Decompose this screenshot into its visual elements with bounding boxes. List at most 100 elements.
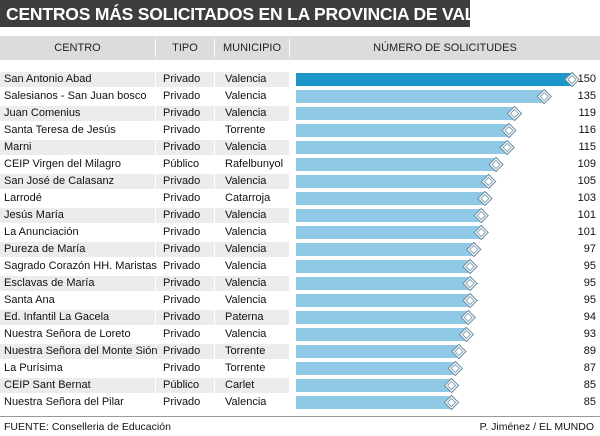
row-tipo: Privado: [163, 362, 201, 374]
row-centro: Nuestra Señora del Monte Sión: [4, 345, 158, 357]
bar-end-marker: [462, 258, 478, 275]
row-value-label: 95: [583, 294, 596, 306]
row-centro: Nuestra Señora de Loreto: [4, 328, 131, 340]
bar: [296, 277, 473, 290]
row-tipo: Privado: [163, 209, 201, 221]
row-value-label: 94: [583, 311, 596, 323]
bar: [296, 175, 491, 188]
row-cell-background: [156, 242, 214, 257]
row-municipio: Torrente: [225, 345, 266, 357]
row-value-label: 97: [583, 243, 596, 255]
row-centro: Juan Comenius: [4, 107, 81, 119]
bar-end-marker: [458, 326, 475, 343]
row-municipio: Torrente: [225, 124, 266, 136]
row-tipo: Privado: [163, 277, 201, 289]
row-cell-background: [156, 276, 214, 291]
bar: [296, 328, 469, 341]
row-cell-background: [215, 378, 289, 393]
title-bar: CENTROS MÁS SOLICITADOS EN LA PROVINCIA …: [0, 0, 529, 27]
row-value-label: 87: [583, 362, 596, 374]
row-cell-background: [0, 310, 155, 325]
row-centro: CEIP Virgen del Milagro: [4, 158, 121, 170]
row-tipo: Público: [163, 158, 200, 170]
bar: [296, 345, 461, 358]
bar: [296, 124, 511, 137]
credit-text: P. Jiménez / EL MUNDO: [479, 421, 594, 433]
row-municipio: Valencia: [225, 175, 267, 187]
row-value-label: 116: [578, 124, 596, 136]
table-row: Salesianos - San Juan bosco Privado Valenc…: [0, 88, 600, 105]
bar: [296, 90, 547, 103]
row-cell-background: [156, 174, 214, 189]
row-value-label: 93: [583, 328, 596, 340]
row-cell-background: [0, 378, 155, 393]
row-municipio: Valencia: [225, 141, 267, 153]
row-tipo: Privado: [163, 260, 201, 272]
row-cell-background: [156, 140, 214, 155]
row-cell-background: [215, 140, 289, 155]
row-municipio: Carlet: [225, 379, 255, 391]
bar-end-marker: [460, 309, 476, 326]
header-centro: CENTRO: [54, 42, 101, 54]
row-value-label: 85: [583, 396, 596, 408]
row-cell-background: [156, 72, 214, 87]
table-row: Sagrado Corazón HH. Maristas Privado Valen…: [0, 258, 600, 275]
row-tipo: Privado: [163, 175, 201, 187]
bar-end-marker: [451, 343, 467, 360]
row-centro: Salesianos - San Juan bosco: [4, 90, 147, 102]
row-value-label: 95: [583, 260, 596, 272]
bar-end-marker: [536, 88, 552, 105]
bar-end-marker: [447, 360, 463, 377]
header-municipio: MUNICIPIO: [222, 42, 282, 54]
row-tipo: Privado: [163, 396, 201, 408]
row-centro: Marni: [4, 141, 32, 153]
row-cell-background: [156, 378, 214, 393]
bar: [296, 209, 484, 222]
row-tipo: Privado: [163, 90, 201, 102]
row-tipo: Privado: [163, 226, 201, 238]
row-municipio: Valencia: [225, 90, 267, 102]
chart-title: CENTROS MÁS SOLICITADOS EN LA PROVINCIA …: [6, 4, 529, 24]
row-municipio: Valencia: [225, 328, 267, 340]
row-value-label: 105: [577, 175, 596, 187]
row-centro: Santa Teresa de Jesús: [4, 124, 116, 136]
header-tipo: TIPO: [172, 42, 198, 54]
row-cell-background: [215, 72, 289, 87]
row-value-label: 119: [578, 107, 596, 119]
row-tipo: Privado: [163, 294, 201, 306]
table-row: Santa Teresa de Jesús Privado Torrente 116: [0, 122, 600, 139]
row-value-label: 135: [577, 90, 596, 102]
bar: [296, 379, 454, 392]
bar-end-marker: [564, 71, 580, 88]
bar: [296, 192, 487, 205]
row-centro: Santa Ana: [4, 294, 55, 306]
bar-end-marker: [462, 292, 478, 309]
row-tipo: Privado: [163, 192, 201, 204]
row-value-label: 85: [583, 379, 596, 391]
row-cell-background: [215, 174, 289, 189]
row-tipo: Privado: [163, 243, 201, 255]
row-tipo: Privado: [163, 107, 201, 119]
row-centro: Ed. Infantil La Gacela: [4, 311, 110, 323]
row-value-label: 103: [577, 192, 596, 204]
row-value-label: 101: [577, 226, 596, 238]
header-separator: [214, 39, 215, 57]
row-tipo: Privado: [163, 141, 201, 153]
table-row: San Antonio Abad Privado Valencia 150: [0, 71, 600, 88]
row-cell-background: [156, 106, 214, 121]
row-cell-background: [0, 208, 155, 223]
bar-end-marker: [506, 105, 523, 122]
table-row: Juan Comenius Privado Valencia 119: [0, 105, 600, 122]
table-header: CENTRO TIPO MUNICIPIO NÚMERO DE SOLICITU…: [0, 36, 600, 60]
table-row: Nuestra Señora del Monte Sión Privado Torr…: [0, 343, 600, 360]
row-cell-background: [156, 208, 214, 223]
row-centro: La Purísima: [4, 362, 63, 374]
row-tipo: Privado: [163, 311, 201, 323]
bar: [296, 73, 574, 86]
row-municipio: Valencia: [225, 209, 267, 221]
row-value-label: 115: [578, 141, 596, 153]
row-municipio: Catarroja: [225, 192, 271, 204]
table-row: Nuestra Señora de Loreto Privado Valencia 9…: [0, 326, 600, 343]
row-cell-background: [215, 106, 289, 121]
